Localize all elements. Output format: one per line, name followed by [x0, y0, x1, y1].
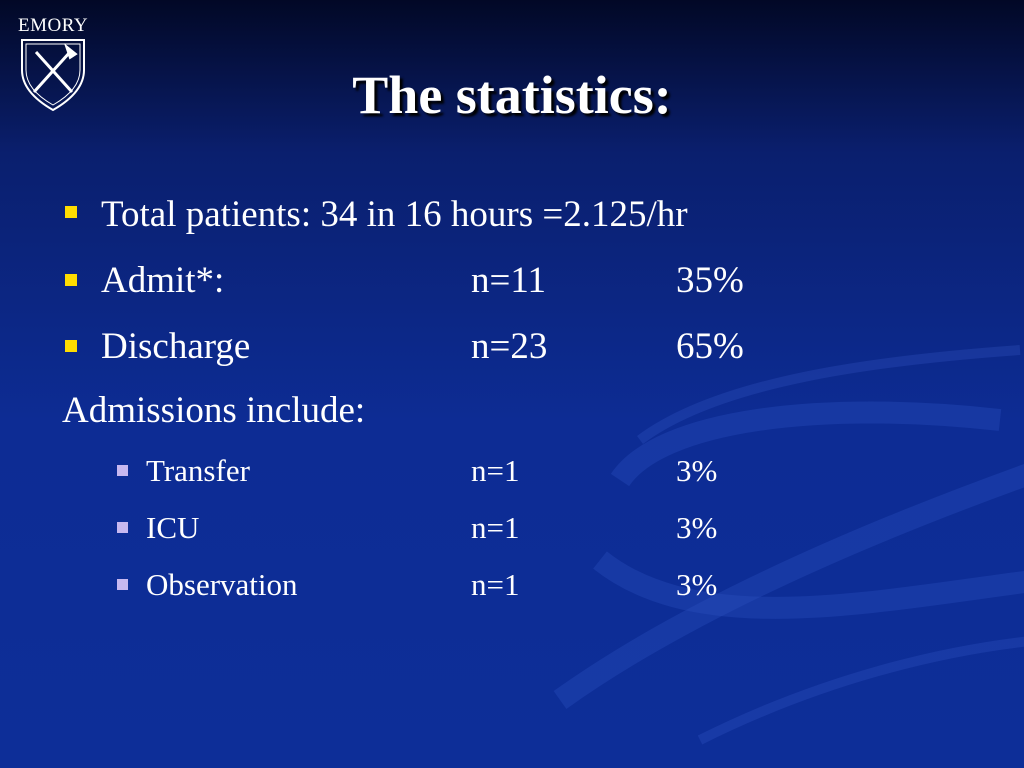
sub-bullet-count: n=1 — [471, 510, 520, 545]
sub-bullet-percent: 3% — [676, 567, 718, 602]
bullet-marker — [65, 274, 77, 286]
subheading: Admissions include: — [62, 390, 366, 431]
sub-bullet-marker — [117, 465, 128, 476]
logo-shield — [21, 39, 85, 112]
sub-bullet-marker — [117, 579, 128, 590]
bullet-label: Discharge — [101, 326, 251, 367]
bullet-count: n=23 — [471, 326, 548, 367]
bullet-text: Total patients: 34 in 16 hours =2.125/hr — [101, 194, 688, 235]
bullet-percent: 35% — [676, 260, 744, 301]
sub-bullet-count: n=1 — [471, 567, 520, 602]
sub-bullet-percent: 3% — [676, 510, 718, 545]
sub-bullet-marker — [117, 522, 128, 533]
sub-bullet-label: Observation — [146, 567, 298, 602]
logo-text: EMORY — [18, 15, 89, 36]
sub-bullet-label: Transfer — [146, 453, 250, 488]
sub-bullet-label: ICU — [146, 510, 200, 545]
bullet-marker — [65, 340, 77, 352]
bullet-label: Admit*: — [101, 260, 225, 301]
slide-title: The statistics: — [352, 65, 672, 125]
bullet-marker — [65, 206, 77, 218]
sub-bullet-count: n=1 — [471, 453, 520, 488]
bullet-count: n=11 — [471, 260, 546, 301]
sub-bullet-percent: 3% — [676, 453, 718, 488]
bullet-percent: 65% — [676, 326, 744, 367]
